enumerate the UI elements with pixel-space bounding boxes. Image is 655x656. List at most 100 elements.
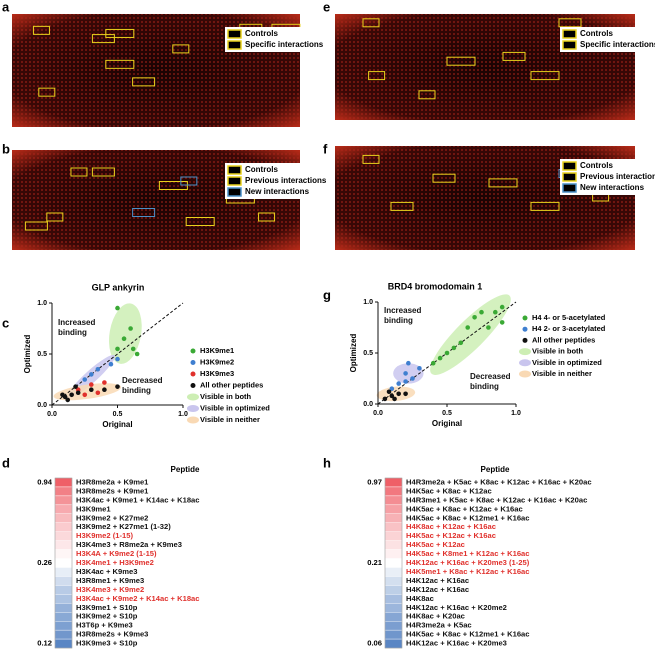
heat-cell <box>384 629 403 640</box>
legend-marker <box>522 326 528 332</box>
legend-label: Controls <box>580 161 613 170</box>
heat-cell <box>54 558 73 568</box>
heat-cell <box>384 531 403 541</box>
point <box>89 387 94 393</box>
array-box <box>91 34 115 44</box>
point <box>95 367 101 372</box>
chart-title: GLP ankyrin <box>92 282 145 292</box>
legend-marker <box>190 371 196 377</box>
y-tick-label: 1.0 <box>37 300 47 307</box>
array-box <box>46 212 64 222</box>
array-box <box>132 208 156 217</box>
point <box>82 377 88 382</box>
heat-cell <box>54 629 73 640</box>
peptide: H3K4A + K9me2 (1-15) <box>76 549 157 558</box>
heat-cell <box>54 513 73 523</box>
panel-label: h <box>323 455 331 470</box>
peptide: H3T6p + K9me3 <box>76 621 133 630</box>
peptide: H4K5ac + K8me1 + K12ac + K16ac <box>406 549 529 558</box>
point <box>82 392 88 398</box>
legend-marker <box>522 337 528 343</box>
table-header: Peptide <box>481 465 510 474</box>
peptide: H3R8me2s + K9me3 <box>76 630 148 639</box>
legend-marker <box>187 393 199 401</box>
legend-swatch <box>227 40 242 50</box>
annotation: Increased binding <box>58 318 96 337</box>
legend-label: New interactions <box>245 187 310 196</box>
legend-label: Controls <box>245 165 278 174</box>
legend-marker <box>522 315 528 321</box>
heat-cell <box>384 513 403 523</box>
x-tick-label: 1.0 <box>511 410 521 417</box>
peptide: H3R8me2a + K9me1 <box>76 477 149 486</box>
array-box <box>132 77 156 87</box>
peptide: H4K5me1 + K8ac + K12ac + K16ac <box>406 567 529 576</box>
peptide: H3K4me3 + R8me2a + K9me3 <box>76 540 182 549</box>
array-box <box>185 217 215 226</box>
heat-cell <box>54 495 73 506</box>
heat-cell <box>54 638 73 649</box>
legend-label: H4 4- or 5-acetylated <box>532 313 606 322</box>
peptide: H4K5ac + K12ac + K16ac <box>406 531 496 540</box>
legend-label: All other peptides <box>200 380 263 389</box>
legend-marker <box>519 359 531 367</box>
heat-cell <box>54 549 73 559</box>
heat-cell <box>384 558 403 568</box>
heat-cell <box>384 621 403 631</box>
panel-label: d <box>2 455 10 470</box>
y-tick-label: 0.5 <box>37 351 47 358</box>
y-axis-label: Optimized <box>23 335 32 374</box>
point <box>60 392 65 398</box>
point <box>134 351 140 357</box>
legend-swatch <box>562 40 577 50</box>
heat-cell <box>384 522 403 532</box>
heat-cell <box>384 549 403 559</box>
peptide: H3K9me2 + S10p <box>76 612 138 621</box>
peptide: H4R3me2a + K5ac <box>406 621 472 630</box>
legend-marker <box>519 370 531 378</box>
heat-cell <box>384 540 403 550</box>
legend-label: Visible in both <box>200 392 252 401</box>
peptide: H4K12ac + K16ac + K20me3 (1-25) <box>406 558 530 567</box>
legend-swatch <box>227 176 242 186</box>
heat-cell <box>54 594 73 604</box>
point <box>403 379 408 384</box>
peptide: H4K5ac + K12ac <box>406 540 465 549</box>
point <box>108 361 114 367</box>
heat-cell <box>384 495 403 506</box>
point <box>89 382 94 387</box>
annotation: Increased binding <box>384 306 422 325</box>
array-box <box>362 18 380 28</box>
legend-label: H3K9me1 <box>200 346 234 355</box>
heat-cell <box>384 486 403 497</box>
point <box>403 391 408 397</box>
point <box>406 360 411 366</box>
array-box <box>530 71 560 81</box>
point <box>102 380 107 385</box>
heat-cell <box>384 504 403 515</box>
point <box>451 345 457 351</box>
array-box <box>70 167 88 177</box>
point <box>417 366 422 371</box>
peptide: H4K12ac + K16ac <box>406 576 469 585</box>
peptide: H3R8me2s + K9me1 <box>76 486 149 495</box>
legend-label: Previous interactions <box>245 176 327 185</box>
panel-label: a <box>2 0 10 14</box>
legend-marker <box>187 405 199 412</box>
peptide: H3K4me3 + K9me2 <box>76 585 144 594</box>
point <box>102 387 107 393</box>
point <box>382 396 388 402</box>
heat-cell <box>384 567 403 577</box>
table-header: Peptide <box>171 465 200 474</box>
heat-cell <box>54 477 73 488</box>
legend-label: Visible in optimized <box>532 358 602 367</box>
legend-label: Visible in neither <box>532 369 592 378</box>
legend-label: Visible in neither <box>200 415 260 424</box>
array-box <box>368 71 386 81</box>
array-box <box>418 90 436 100</box>
heat-cell <box>54 567 73 577</box>
array-box <box>390 201 414 211</box>
array-box <box>38 87 56 97</box>
